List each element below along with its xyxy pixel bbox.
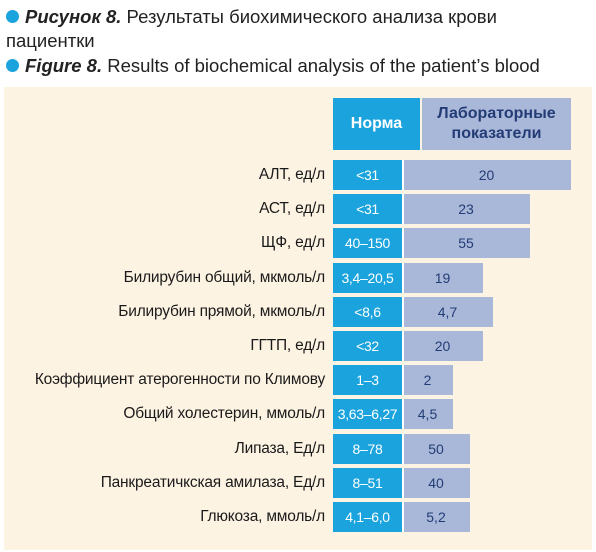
norm-value: 8–51 — [333, 468, 404, 498]
row-label: Глюкоза, ммоль/л — [200, 508, 325, 525]
lab-value-bar: 4,5 — [402, 399, 453, 429]
row-label: АСТ, ед/л — [259, 200, 325, 217]
bullet-icon — [6, 59, 19, 72]
row-label: Билирубин прямой, мкмоль/л — [118, 303, 325, 320]
lab-value-bar: 23 — [402, 194, 530, 224]
caption-ru-label: Рисунок 8. — [25, 6, 122, 27]
lab-value-bar: 4,7 — [402, 297, 493, 327]
norm-value: 3,63–6,27 — [333, 399, 404, 429]
norm-value: 4,1–6,0 — [333, 502, 404, 532]
caption-en-label: Figure 8. — [25, 55, 103, 76]
caption-ru-text: Результаты биохимического анализа крови — [121, 6, 497, 27]
lab-value-bar: 19 — [402, 263, 483, 293]
lab-value-bar: 40 — [402, 468, 470, 498]
figure-caption-en: Figure 8. Results of biochemical analysi… — [6, 54, 540, 78]
lab-value-bar: 5,2 — [402, 502, 470, 532]
row-label: АЛТ, ед/л — [258, 166, 325, 183]
figure-caption-ru: Рисунок 8. Результаты биохимического ана… — [6, 5, 497, 29]
row-label: ГГТП, ед/л — [250, 337, 325, 354]
norm-value: <8,6 — [333, 297, 404, 327]
lab-value-bar: 50 — [402, 434, 470, 464]
row-label: Липаза, Ед/л — [234, 440, 326, 457]
caption-en-text: Results of biochemical analysis of the p… — [102, 55, 540, 76]
lab-value-bar: 20 — [402, 331, 483, 361]
row-label: Коэффициент атерогенности по Климову — [34, 371, 325, 388]
header-norm: Норма — [333, 98, 420, 150]
lab-value-bar: 2 — [402, 365, 453, 395]
row-label: Общий холестерин, ммоль/л — [123, 405, 325, 422]
header-lab-values: Лабораторные показатели — [422, 98, 571, 150]
norm-value: <31 — [333, 194, 404, 224]
figure-caption-ru-cont: пациентки — [6, 30, 95, 51]
row-label: ЩФ, ед/л — [260, 234, 325, 251]
norm-value: 40–150 — [333, 228, 404, 258]
lab-value-bar: 55 — [402, 228, 530, 258]
row-label: Билирубин общий, мкмоль/л — [123, 269, 326, 286]
row-label: Панкреатичкская амилаза, Ед/л — [100, 474, 326, 491]
lab-value-bar: 20 — [402, 160, 571, 190]
norm-value: 1–3 — [333, 365, 404, 395]
bullet-icon — [6, 10, 19, 23]
norm-value: <32 — [333, 331, 404, 361]
norm-value: <31 — [333, 160, 404, 190]
norm-value: 3,4–20,5 — [333, 263, 404, 293]
norm-value: 8–78 — [333, 434, 404, 464]
